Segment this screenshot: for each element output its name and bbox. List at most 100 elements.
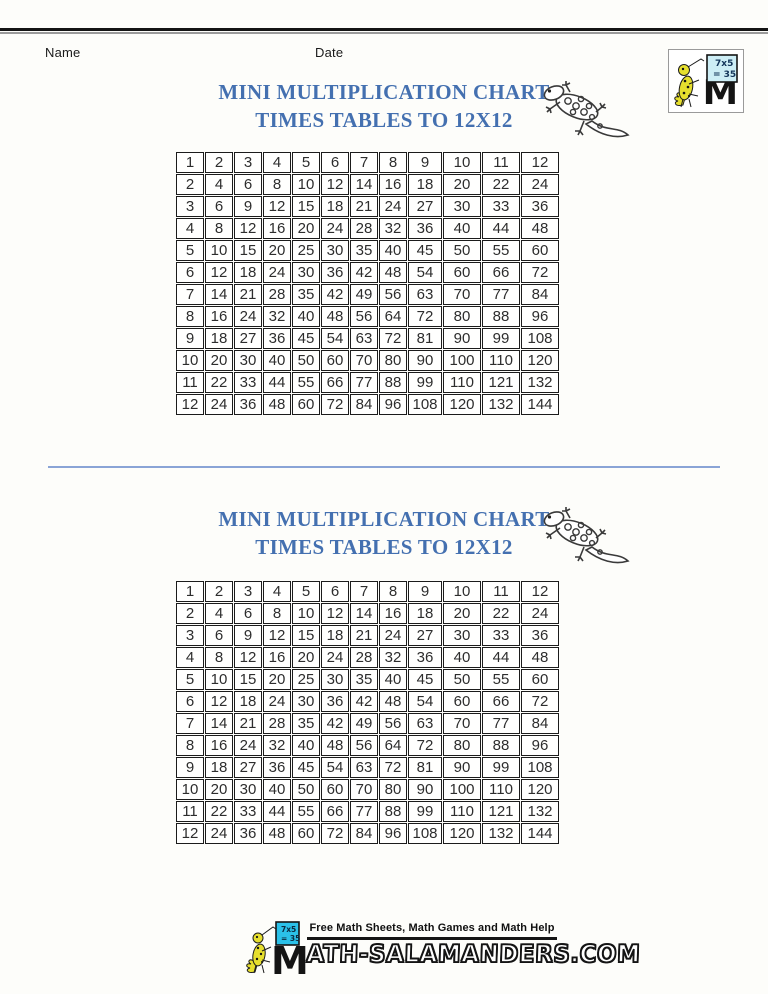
table-cell: 11	[176, 801, 204, 822]
table-cell: 9	[176, 757, 204, 778]
table-cell: 16	[205, 306, 233, 327]
table-cell: 8	[176, 735, 204, 756]
header-rule-shadow	[0, 32, 768, 34]
table-cell: 10	[176, 350, 204, 371]
table-cell: 10	[443, 581, 481, 602]
table-cell: 8	[379, 581, 407, 602]
table-cell: 12	[521, 152, 559, 173]
table-cell: 8	[176, 306, 204, 327]
table-cell: 12	[234, 647, 262, 668]
table-cell: 36	[408, 218, 442, 239]
table-cell: 96	[379, 823, 407, 844]
table-cell: 90	[408, 779, 442, 800]
table-row: 5 10 15 20 25 30 35 40 45 50 55 60	[176, 240, 559, 261]
table-cell: 35	[292, 284, 320, 305]
table-cell: 6	[176, 691, 204, 712]
table-cell: 36	[321, 262, 349, 283]
table-cell: 21	[234, 713, 262, 734]
table-cell: 6	[205, 196, 233, 217]
table-cell: 63	[408, 284, 442, 305]
table-cell: 9	[176, 328, 204, 349]
table-cell: 11	[176, 372, 204, 393]
table-cell: 2	[176, 603, 204, 624]
table-cell: 56	[350, 735, 378, 756]
table-cell: 25	[292, 669, 320, 690]
site-logo: M 7x5 = 35	[668, 49, 744, 113]
table-cell: 3	[176, 625, 204, 646]
table-cell: 35	[292, 713, 320, 734]
table-cell: 44	[263, 801, 291, 822]
table-cell: 24	[321, 218, 349, 239]
table-cell: 72	[521, 262, 559, 283]
table-cell: 11	[482, 581, 520, 602]
table-cell: 99	[482, 757, 520, 778]
table-cell: 63	[350, 328, 378, 349]
table-row: 3 6 9 12 15 18 21 24 27 30 33 36	[176, 625, 559, 646]
multiplication-table-2: 1 2 3 4 5 6 7 8 9 10 11 12 2 4 6 8 10 12 14 16 18 20 22 24 3 6 9 12…	[175, 580, 560, 845]
table-cell: 8	[205, 647, 233, 668]
table-cell: 10	[443, 152, 481, 173]
table-cell: 72	[408, 735, 442, 756]
table-cell: 48	[263, 823, 291, 844]
table-cell: 3	[176, 196, 204, 217]
table-cell: 12	[263, 625, 291, 646]
footer-rule	[307, 937, 557, 940]
table-cell: 99	[408, 372, 442, 393]
table-cell: 27	[408, 196, 442, 217]
table-cell: 6	[205, 625, 233, 646]
table-cell: 18	[321, 196, 349, 217]
table-cell: 80	[379, 779, 407, 800]
table-cell: 12	[321, 603, 349, 624]
table-cell: 8	[379, 152, 407, 173]
table-cell: 50	[292, 779, 320, 800]
table-row: 7 14 21 28 35 42 49 56 63 70 77 84	[176, 284, 559, 305]
table-cell: 120	[521, 779, 559, 800]
table-cell: 60	[521, 240, 559, 261]
table-cell: 4	[176, 218, 204, 239]
table-cell: 100	[443, 350, 481, 371]
table-cell: 5	[176, 240, 204, 261]
table-cell: 24	[263, 691, 291, 712]
table-cell: 24	[379, 196, 407, 217]
table-row: 6 12 18 24 30 36 42 48 54 60 66 72	[176, 691, 559, 712]
table-cell: 48	[321, 306, 349, 327]
table-cell: 90	[408, 350, 442, 371]
table-cell: 16	[263, 218, 291, 239]
table-cell: 144	[521, 394, 559, 415]
table-cell: 90	[443, 757, 481, 778]
section2-title-line2: TIMES TABLES TO 12X12	[255, 535, 513, 559]
table-cell: 50	[292, 350, 320, 371]
table-cell: 108	[521, 328, 559, 349]
footer: M 7x5 = 35 Free Math Sheets, Math Games …	[243, 914, 642, 984]
table-cell: 96	[379, 394, 407, 415]
table-cell: 35	[350, 669, 378, 690]
table-cell: 9	[234, 196, 262, 217]
table-cell: 54	[321, 328, 349, 349]
table-row: 4 8 12 16 20 24 28 32 36 40 44 48	[176, 647, 559, 668]
table-cell: 15	[292, 196, 320, 217]
table-cell: 66	[482, 691, 520, 712]
table-cell: 16	[379, 174, 407, 195]
table-cell: 40	[263, 350, 291, 371]
table-cell: 16	[263, 647, 291, 668]
table-cell: 88	[482, 735, 520, 756]
table-cell: 24	[521, 603, 559, 624]
table-cell: 32	[379, 647, 407, 668]
table-row: 11 22 33 44 55 66 77 88 99 110 121 132	[176, 372, 559, 393]
table-cell: 40	[379, 669, 407, 690]
table-cell: 36	[521, 196, 559, 217]
table-cell: 30	[234, 779, 262, 800]
table-cell: 81	[408, 757, 442, 778]
table-cell: 5	[176, 669, 204, 690]
section-divider	[48, 466, 720, 468]
table-cell: 10	[205, 240, 233, 261]
table-row: 2 4 6 8 10 12 14 16 18 20 22 24	[176, 174, 559, 195]
table-cell: 72	[408, 306, 442, 327]
table-cell: 45	[408, 669, 442, 690]
table-cell: 84	[521, 284, 559, 305]
table-cell: 49	[350, 284, 378, 305]
table-cell: 44	[482, 218, 520, 239]
table-cell: 33	[482, 625, 520, 646]
table-cell: 22	[205, 801, 233, 822]
table-cell: 21	[234, 284, 262, 305]
